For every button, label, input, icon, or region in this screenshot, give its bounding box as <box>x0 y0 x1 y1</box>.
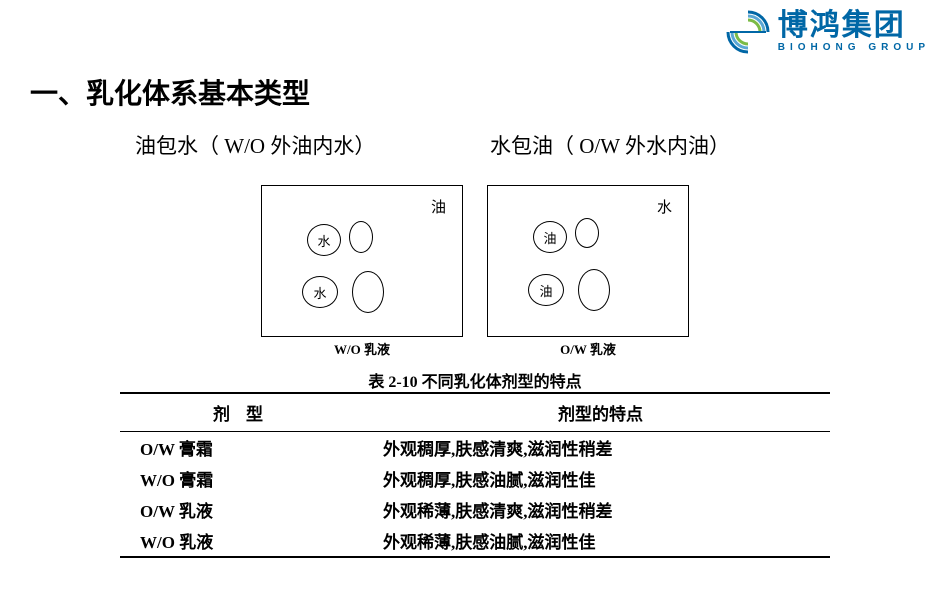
table-bottom-rule <box>120 556 830 558</box>
logo-cn-text: 博鸿集团 <box>778 11 930 41</box>
diagram-row: 油 水水 W/O 乳液 水 油油 O/W 乳液 <box>0 185 950 358</box>
droplet: 油 <box>533 221 567 253</box>
diagram-right-caption: O/W 乳液 <box>475 339 701 358</box>
cell-type: W/O 乳液 <box>120 525 368 556</box>
table-title: 表 2-10 不同乳化体剂型的特点 <box>0 368 950 392</box>
table-container: 剂型 剂型的特点 O/W 膏霜外观稠厚,肤感清爽,滋润性稍差W/O 膏霜外观稠厚… <box>120 392 830 558</box>
droplet: 水 <box>302 276 338 308</box>
subtitle-left: 油包水（ W/O 外油内水） <box>135 130 375 160</box>
diagram-left-caption: W/O 乳液 <box>249 339 475 358</box>
logo-text: 博鸿集团 BIOHONG GROUP <box>778 11 930 53</box>
droplet: 水 <box>307 224 341 256</box>
table-header-row: 剂型 剂型的特点 <box>120 394 830 431</box>
table-row: W/O 乳液外观稀薄,肤感油腻,滋润性佳 <box>120 525 830 556</box>
diagram-left-corner: 油 <box>431 196 446 217</box>
droplet <box>349 221 373 253</box>
droplet: 油 <box>528 274 564 306</box>
diagram-right-corner: 水 <box>657 196 672 217</box>
table-row: W/O 膏霜外观稠厚,肤感油腻,滋润性佳 <box>120 463 830 494</box>
table-header-desc: 剂型的特点 <box>364 394 830 431</box>
table-row: O/W 膏霜外观稠厚,肤感清爽,滋润性稍差 <box>120 432 830 463</box>
brand-logo: 博鸿集团 BIOHONG GROUP <box>724 8 930 56</box>
table-row: O/W 乳液外观稀薄,肤感清爽,滋润性稍差 <box>120 494 830 525</box>
droplet <box>352 271 384 313</box>
droplet <box>575 218 599 248</box>
droplet <box>578 269 610 311</box>
table-header-type: 剂型 <box>120 394 364 431</box>
logo-swirl-icon <box>724 8 772 56</box>
emulsion-table: 剂型 剂型的特点 <box>120 394 830 431</box>
cell-desc: 外观稀薄,肤感油腻,滋润性佳 <box>368 525 830 556</box>
subtitle-right: 水包油（ O/W 外水内油） <box>490 130 730 160</box>
emulsion-table-body: O/W 膏霜外观稠厚,肤感清爽,滋润性稍差W/O 膏霜外观稠厚,肤感油腻,滋润性… <box>120 432 830 556</box>
cell-desc: 外观稠厚,肤感油腻,滋润性佳 <box>368 463 830 494</box>
cell-type: O/W 膏霜 <box>120 432 368 463</box>
cell-desc: 外观稀薄,肤感清爽,滋润性稍差 <box>368 494 830 525</box>
section-title: 一、乳化体系基本类型 <box>30 72 310 112</box>
logo-en-text: BIOHONG GROUP <box>778 43 930 53</box>
diagram-right: 水 油油 <box>487 185 689 337</box>
diagram-left: 油 水水 <box>261 185 463 337</box>
cell-type: W/O 膏霜 <box>120 463 368 494</box>
cell-desc: 外观稠厚,肤感清爽,滋润性稍差 <box>368 432 830 463</box>
diagram-left-wrap: 油 水水 W/O 乳液 <box>249 185 475 358</box>
cell-type: O/W 乳液 <box>120 494 368 525</box>
diagram-right-wrap: 水 油油 O/W 乳液 <box>475 185 701 358</box>
